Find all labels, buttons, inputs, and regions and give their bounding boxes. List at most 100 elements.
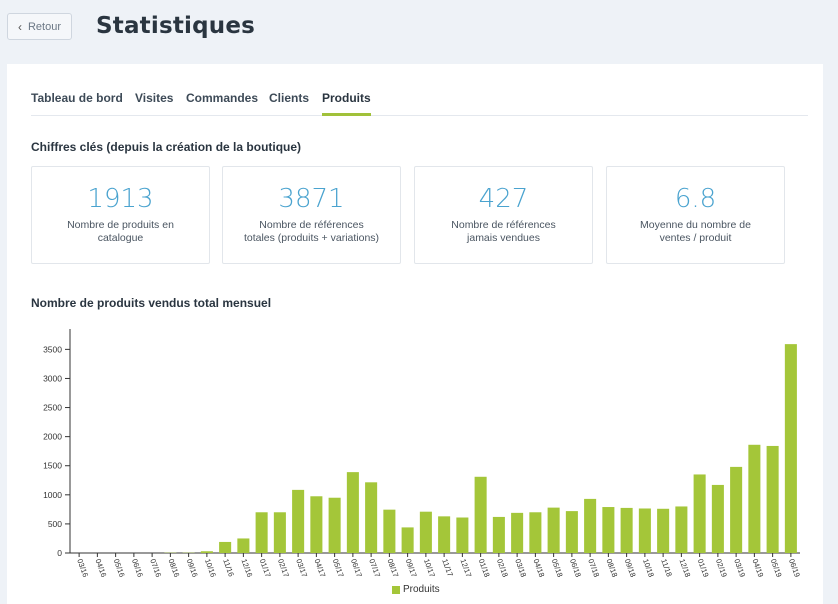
bar bbox=[638, 508, 651, 553]
x-tick-label: 11/18 bbox=[659, 558, 674, 578]
x-tick-label: 05/19 bbox=[769, 558, 784, 579]
bar bbox=[547, 507, 560, 553]
bar bbox=[730, 466, 743, 553]
y-tick-label: 3500 bbox=[43, 344, 62, 354]
kpi-card-avg-sales: 6.8 Moyenne du nombre de ventes / produi… bbox=[606, 166, 785, 264]
x-tick-label: 08/16 bbox=[166, 558, 181, 579]
bar bbox=[219, 541, 232, 553]
y-tick-label: 2000 bbox=[43, 432, 62, 442]
x-tick-label: 04/16 bbox=[93, 558, 108, 579]
x-tick-label: 11/17 bbox=[440, 558, 455, 578]
bar bbox=[419, 511, 432, 553]
monthly-sales-chart: 0 500 1000 1500 2000 2500 3000 3500 03/16 04/16 05… bbox=[43, 329, 802, 579]
x-tick-label: 09/18 bbox=[623, 558, 638, 579]
bar bbox=[365, 482, 378, 553]
kpi-label: Nombre de produits en catalogue bbox=[67, 219, 174, 244]
x-tick-label: 02/17 bbox=[276, 558, 291, 579]
bar bbox=[511, 512, 524, 553]
bar bbox=[711, 484, 724, 553]
x-tick-label: 05/18 bbox=[550, 558, 565, 579]
y-tick-label: 1000 bbox=[43, 490, 62, 500]
x-tick-label: 09/17 bbox=[404, 558, 419, 579]
tab-bar: Tableau de bord Visites Commandes Client… bbox=[31, 91, 808, 116]
x-tick-label: 05/17 bbox=[331, 558, 346, 579]
chevron-left-icon: ‹ bbox=[17, 19, 22, 34]
x-tick-label: 08/17 bbox=[385, 558, 400, 579]
kpi-label: Nombre de références jamais vendues bbox=[451, 219, 556, 244]
bar bbox=[492, 516, 505, 553]
kpi-label: Moyenne du nombre de ventes / produit bbox=[640, 219, 751, 244]
kpi-card-never-sold: 427 Nombre de références jamais vendues bbox=[414, 166, 593, 264]
y-tick-label: 2500 bbox=[43, 403, 62, 413]
kpi-value: 427 bbox=[478, 184, 529, 214]
x-tick-label: 08/18 bbox=[604, 558, 619, 579]
tab-customers[interactable]: Clients bbox=[269, 91, 310, 105]
bar bbox=[292, 489, 305, 553]
chart-legend: Produits bbox=[392, 584, 440, 595]
x-tick-label: 03/19 bbox=[732, 558, 747, 579]
kpi-value: 6.8 bbox=[674, 184, 717, 214]
bar bbox=[383, 509, 396, 553]
x-tick-label: 04/18 bbox=[531, 558, 546, 579]
x-tick-label: 11/16 bbox=[221, 558, 236, 578]
bar bbox=[784, 344, 797, 553]
bar bbox=[748, 444, 761, 553]
x-tick-label: 07/16 bbox=[148, 558, 163, 579]
bar bbox=[273, 512, 286, 553]
bar bbox=[657, 508, 670, 553]
bar bbox=[438, 516, 451, 553]
x-tick-label: 02/19 bbox=[714, 558, 729, 579]
x-tick-label: 07/17 bbox=[367, 558, 382, 579]
tab-orders[interactable]: Commandes bbox=[186, 91, 259, 105]
x-tick-label: 10/18 bbox=[641, 558, 656, 579]
back-label: Retour bbox=[27, 20, 62, 33]
x-tick-label: 06/19 bbox=[787, 558, 802, 579]
y-tick-label: 0 bbox=[57, 548, 62, 558]
bar bbox=[675, 506, 688, 553]
tab-products[interactable]: Produits bbox=[322, 91, 371, 116]
kpi-card-references: 3871 Nombre de références totales (produ… bbox=[222, 166, 401, 264]
kpi-card-products: 1913 Nombre de produits en catalogue bbox=[31, 166, 210, 264]
y-tick-label: 3000 bbox=[43, 373, 62, 383]
legend-swatch bbox=[392, 585, 400, 594]
x-tick-label: 01/18 bbox=[477, 558, 492, 579]
x-tick-label: 12/16 bbox=[239, 558, 254, 579]
legend-label: Produits bbox=[403, 584, 440, 595]
tab-visits[interactable]: Visites bbox=[135, 91, 174, 105]
bar bbox=[328, 497, 341, 553]
y-tick-label: 500 bbox=[48, 519, 62, 529]
x-tick-label: 01/19 bbox=[696, 558, 711, 579]
page-title: Statistiques bbox=[96, 13, 256, 39]
x-tick-label: 12/17 bbox=[458, 558, 473, 579]
stats-panel: Tableau de bord Visites Commandes Client… bbox=[7, 64, 823, 604]
kpi-value: 3871 bbox=[278, 184, 345, 214]
bar bbox=[237, 538, 250, 553]
chart-title: Nombre de produits vendus total mensuel bbox=[31, 296, 272, 310]
bar bbox=[474, 476, 487, 553]
x-tick-label: 10/16 bbox=[203, 558, 218, 579]
y-tick-label: 1500 bbox=[43, 461, 62, 471]
x-tick-label: 03/16 bbox=[75, 558, 90, 579]
x-tick-label: 12/18 bbox=[677, 558, 692, 579]
bar bbox=[456, 517, 469, 553]
tab-dashboard[interactable]: Tableau de bord bbox=[31, 91, 123, 105]
x-tick-label: 04/19 bbox=[750, 558, 765, 579]
bar bbox=[310, 496, 323, 553]
kpi-value: 1913 bbox=[87, 184, 154, 214]
key-figures-title: Chiffres clés (depuis la création de la … bbox=[31, 140, 302, 154]
bar bbox=[602, 507, 615, 553]
x-tick-label: 04/17 bbox=[312, 558, 327, 579]
x-tick-label: 02/18 bbox=[495, 558, 510, 579]
x-tick-label: 06/16 bbox=[130, 558, 145, 579]
back-button[interactable]: ‹ Retour bbox=[7, 13, 72, 40]
x-tick-label: 09/16 bbox=[185, 558, 200, 579]
bar bbox=[255, 512, 268, 553]
bar bbox=[693, 474, 706, 553]
x-tick-label: 06/17 bbox=[349, 558, 364, 579]
bar bbox=[584, 498, 597, 553]
x-tick-label: 10/17 bbox=[422, 558, 437, 579]
bar bbox=[766, 445, 779, 553]
bar bbox=[401, 527, 414, 553]
bar bbox=[346, 472, 359, 553]
kpi-label: Nombre de références totales (produits +… bbox=[243, 219, 380, 244]
